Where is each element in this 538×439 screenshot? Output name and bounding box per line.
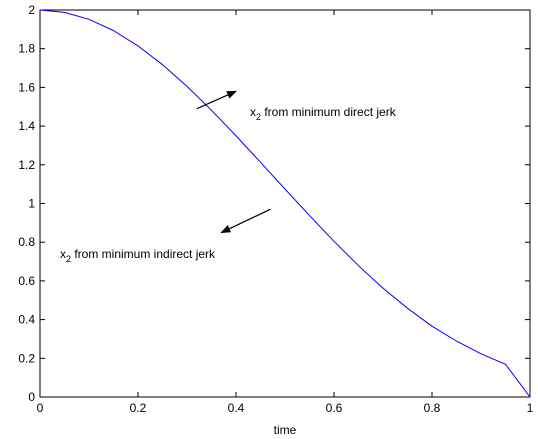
y-tick-label: 0.8 bbox=[18, 235, 35, 249]
y-tick-label: 0.6 bbox=[18, 274, 35, 288]
series-lines bbox=[39, 9, 531, 398]
y-tick-label: 1.6 bbox=[18, 80, 35, 94]
annotation-subscript: 2 bbox=[66, 254, 71, 264]
series-line-0 bbox=[39, 9, 531, 398]
y-tick-label: 1.2 bbox=[18, 158, 35, 172]
y-tick-label: 0.2 bbox=[18, 351, 35, 365]
x-axis-label: time bbox=[274, 423, 297, 437]
x-tick-label: 0 bbox=[37, 401, 44, 415]
plot-area bbox=[39, 9, 531, 398]
x-tick-label: 0.2 bbox=[130, 401, 147, 415]
x-tick-label: 0.6 bbox=[326, 401, 343, 415]
x-tick-label: 0.4 bbox=[228, 401, 245, 415]
annotation-arrow bbox=[220, 208, 271, 234]
y-tick-label: 2 bbox=[28, 3, 35, 17]
y-axis-ticks: 0 0.2 0.4 0.6 0.8 1 1.2 1.4 1.6 1.8 2 bbox=[18, 3, 530, 404]
y-tick-label: 1.4 bbox=[18, 119, 35, 133]
annotation-subscript: 2 bbox=[256, 112, 261, 122]
x-tick-label: 0.8 bbox=[424, 401, 441, 415]
y-tick-label: 1.8 bbox=[18, 42, 35, 56]
annotation-arrow bbox=[196, 90, 237, 110]
x-axis-ticks: 0 0.2 0.4 0.6 0.8 1 bbox=[37, 10, 534, 415]
y-tick-label: 0.4 bbox=[18, 313, 35, 327]
x-tick-label: 1 bbox=[527, 401, 534, 415]
y-tick-label: 0 bbox=[28, 390, 35, 404]
annotation-label: x2 from minimum direct jerk bbox=[250, 105, 397, 122]
annotation-text: from minimum direct jerk bbox=[261, 105, 397, 119]
annotation-variable: x bbox=[60, 247, 66, 261]
y-tick-label: 1 bbox=[28, 197, 35, 211]
annotation-variable: x bbox=[250, 105, 256, 119]
annotation-label: x2 from minimum indirect jerk bbox=[60, 247, 216, 264]
annotation-text: from minimum indirect jerk bbox=[71, 247, 216, 261]
